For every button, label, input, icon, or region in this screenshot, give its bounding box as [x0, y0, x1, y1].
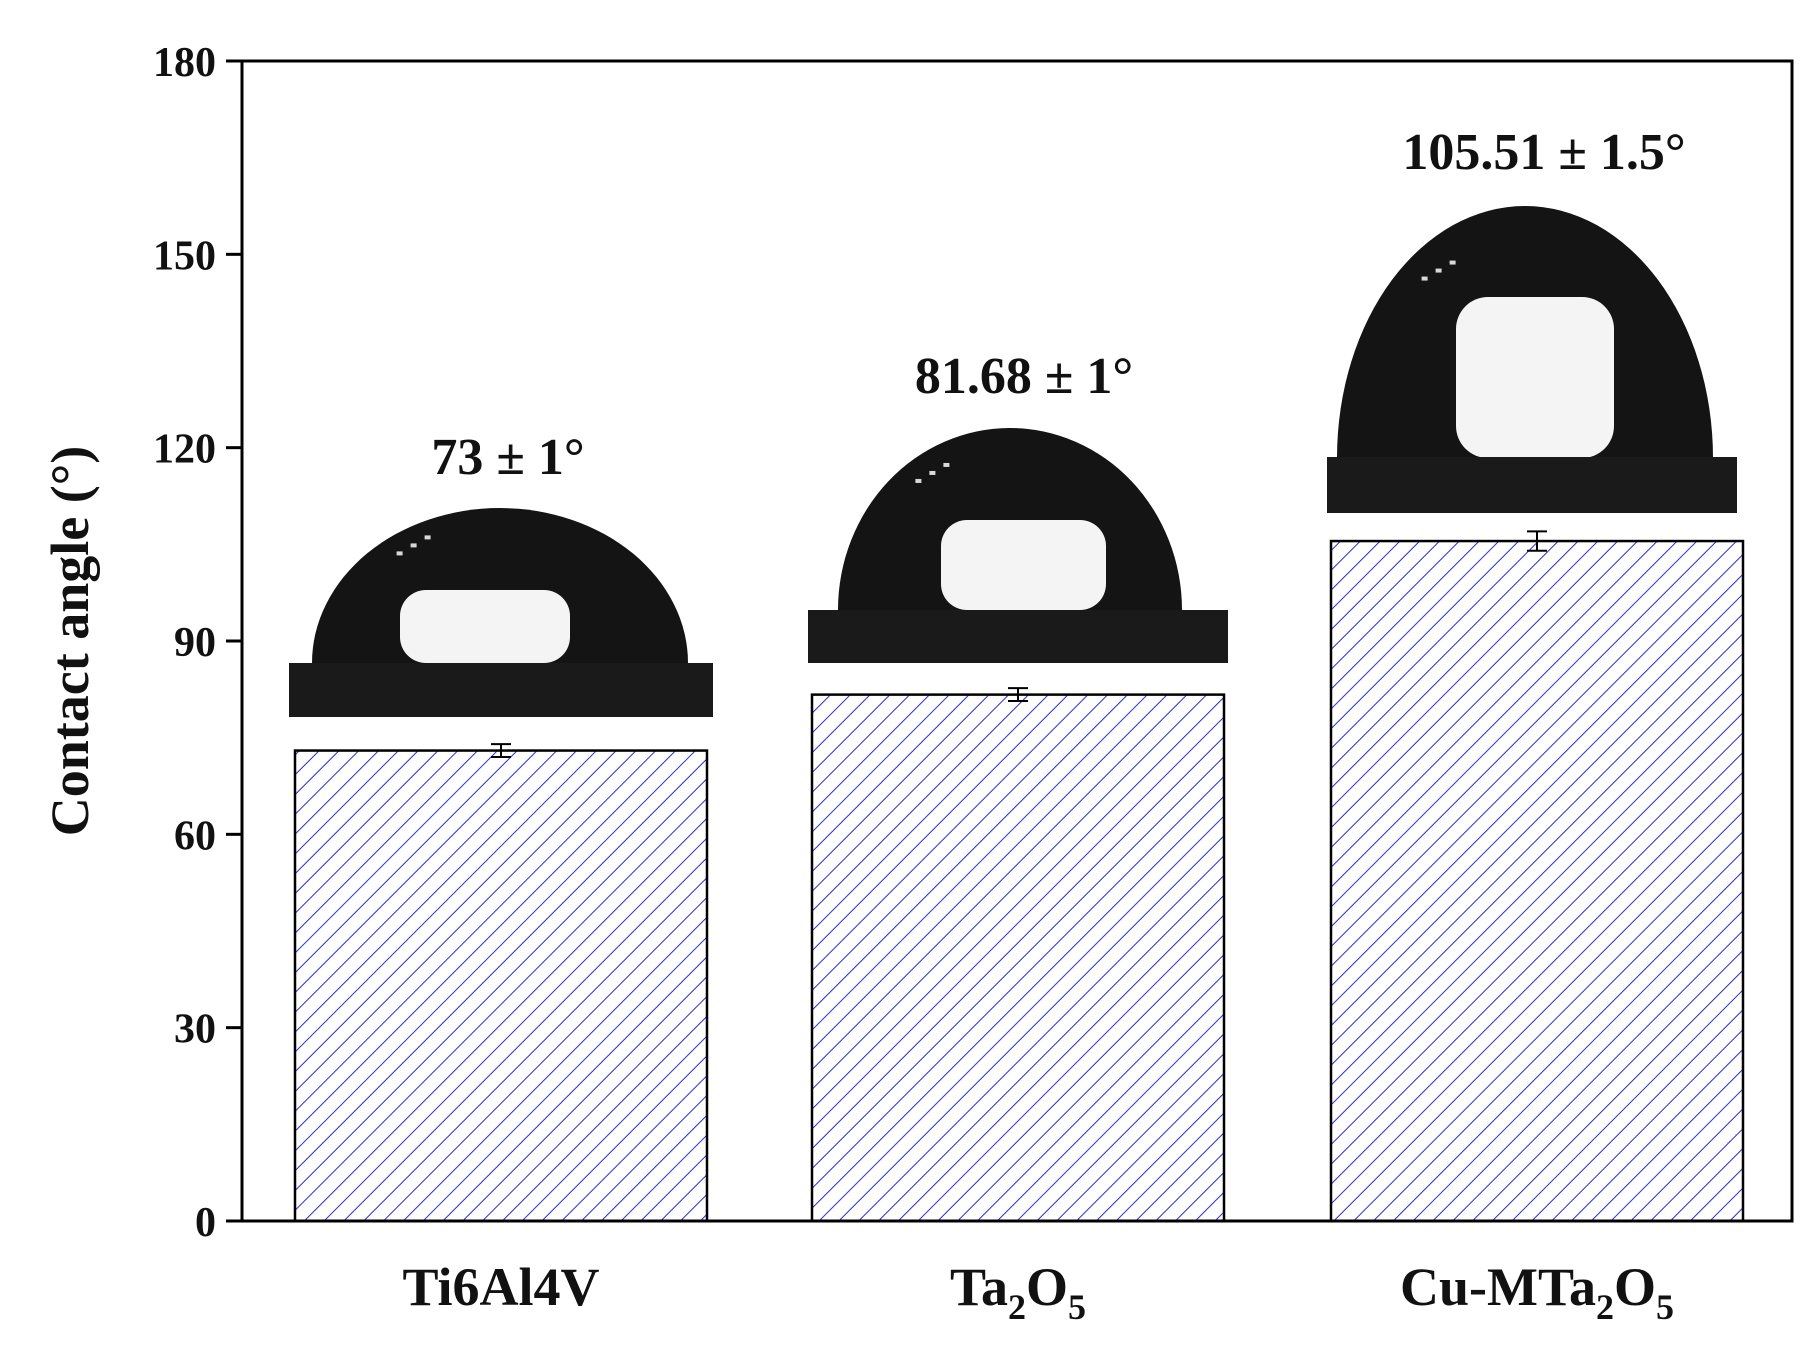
bar-1 [810, 693, 1226, 1223]
bars-layer [293, 530, 1745, 1223]
droplet-photo-1 [808, 422, 1228, 663]
x-tick-label-1: Ta2O5 [950, 1257, 1086, 1327]
y-tick-label-4: 120 [153, 427, 216, 473]
value-label-1: 81.68 ± 1° [915, 348, 1133, 405]
y-axis-label: Contact angle (°) [40, 446, 100, 837]
error-bar-1 [1008, 687, 1028, 703]
y-tick-label-0: 0 [195, 1200, 216, 1246]
y-tick-label-6: 180 [153, 40, 216, 86]
bar-2 [1329, 539, 1745, 1223]
bar-0 [293, 749, 709, 1223]
axes-layer: 0 30 60 90 120 150 180 Contact angle (°) Ti6Al4V… [40, 40, 1794, 1327]
error-bar-0 [491, 743, 511, 758]
x-tick-label-2: Cu-MTa2O5 [1400, 1257, 1674, 1327]
error-bar-2 [1527, 530, 1547, 552]
value-label-0: 73 ± 1° [431, 429, 584, 486]
droplet-photo-2 [1327, 186, 1737, 513]
value-label-2: 105.51 ± 1.5° [1402, 124, 1685, 181]
droplet-insets-layer [289, 186, 1737, 717]
droplet-photo-0 [289, 503, 713, 717]
annotations-layer: 73 ± 1° 81.68 ± 1° 105.51 ± 1.5° [431, 124, 1685, 486]
y-tick-label-3: 90 [174, 620, 216, 666]
y-tick-label-5: 150 [153, 233, 216, 279]
x-tick-label-0: Ti6Al4V [402, 1257, 599, 1317]
y-tick-label-2: 60 [174, 813, 216, 859]
y-tick-label-1: 30 [174, 1007, 216, 1053]
